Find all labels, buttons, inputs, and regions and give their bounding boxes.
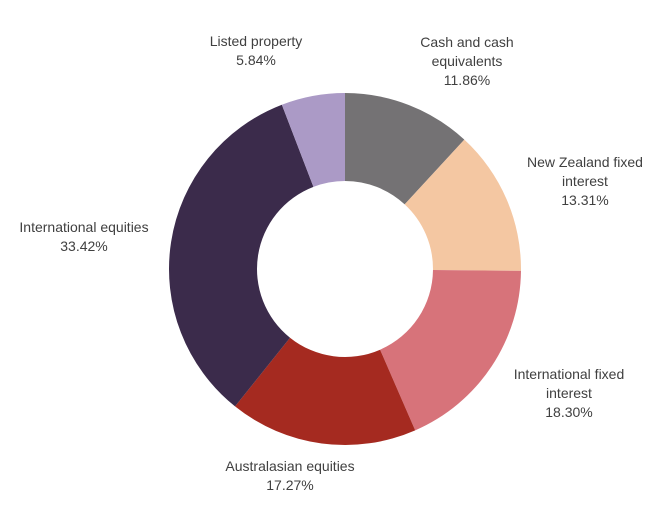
slice-australasian-equities — [235, 337, 416, 445]
slice-name: Cash and cash equivalents — [420, 34, 514, 69]
slice-name: International equities — [19, 219, 149, 235]
slice-new-zealand-fixed-interest — [404, 139, 521, 271]
slice-percent: 33.42% — [60, 238, 108, 254]
slice-name: New Zealand fixed interest — [527, 154, 643, 189]
label-new-zealand-fixed-interest: New Zealand fixed interest 13.31% — [518, 153, 653, 210]
label-cash-and-cash-equivalents: Cash and cash equivalents 11.86% — [411, 33, 523, 90]
label-international-equities: International equities 33.42% — [0, 218, 172, 256]
slice-cash-and-cash-equivalents — [345, 93, 465, 205]
slice-international-equities — [169, 104, 314, 407]
slice-percent: 11.86% — [443, 72, 491, 88]
donut-slices — [169, 93, 521, 445]
label-listed-property: Listed property 5.84% — [191, 32, 321, 70]
slice-name: International fixed interest — [513, 366, 625, 401]
label-australasian-equities: Australasian equities 17.27% — [203, 457, 378, 495]
slice-percent: 17.27% — [266, 477, 314, 493]
slice-percent: 5.84% — [236, 52, 276, 68]
slice-listed-property — [281, 93, 345, 187]
slice-name: Australasian equities — [225, 458, 355, 474]
slice-percent: 18.30% — [545, 404, 593, 420]
label-international-fixed-interest: International fixed interest 18.30% — [502, 365, 637, 422]
slice-percent: 13.31% — [561, 192, 609, 208]
slice-international-fixed-interest — [380, 269, 521, 431]
slice-name: Listed property — [209, 33, 303, 49]
